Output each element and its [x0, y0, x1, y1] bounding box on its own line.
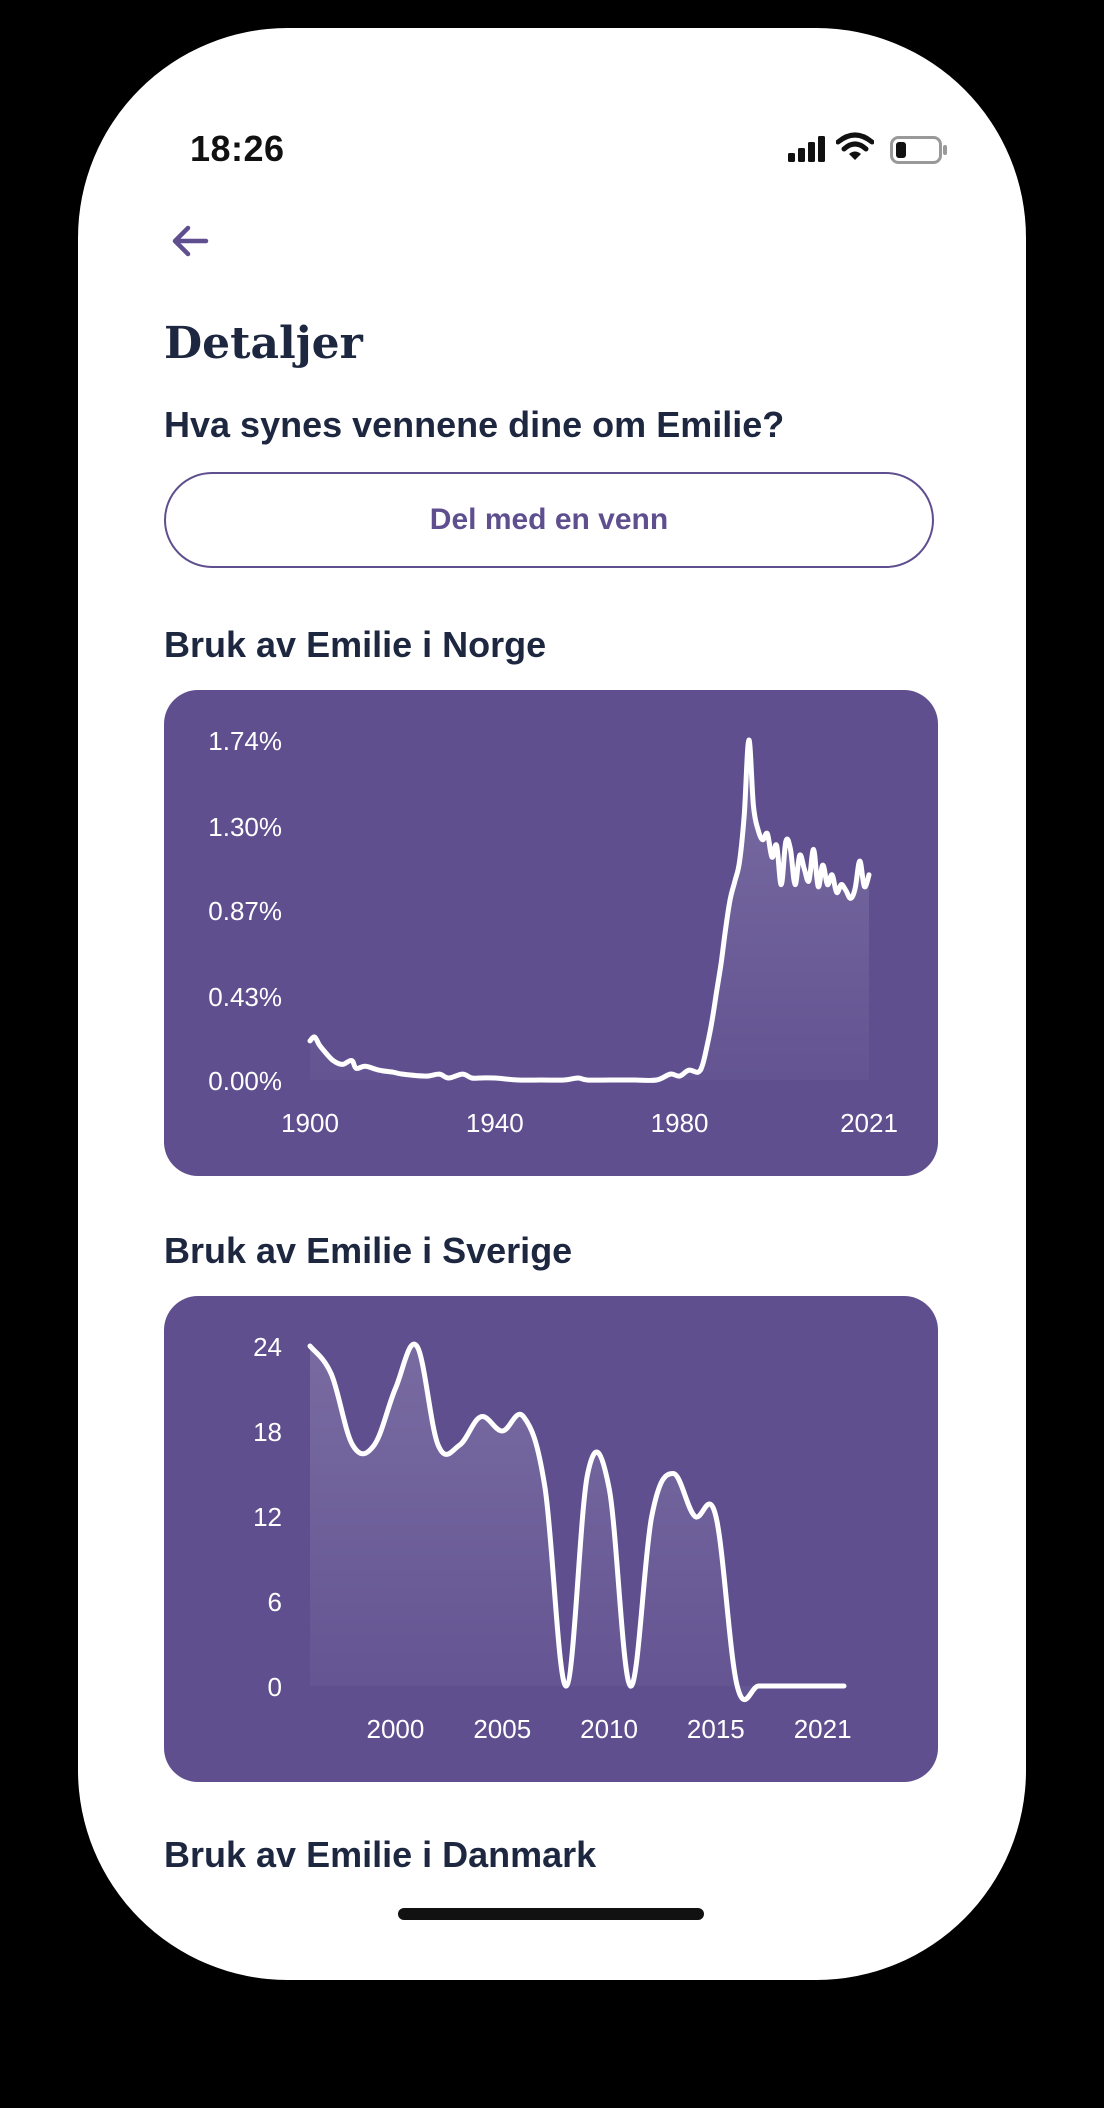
x-tick-label: 1940	[466, 1108, 524, 1138]
series-area	[310, 739, 869, 1081]
y-tick-label: 24	[253, 1332, 282, 1362]
y-tick-label: 18	[253, 1417, 282, 1447]
y-tick-label: 12	[253, 1502, 282, 1532]
x-tick-label: 2005	[473, 1714, 531, 1744]
y-tick-label: 0.00%	[208, 1066, 282, 1096]
home-indicator	[398, 1908, 704, 1920]
page-title: Detaljer	[164, 318, 363, 369]
sweden-usage-chart: 24 18 12 6 0 2000 2005 2010 2015 2021	[253, 1332, 852, 1744]
y-tick-label: 6	[268, 1587, 282, 1617]
cellular-signal-icon	[788, 136, 825, 162]
y-tick-label: 1.30%	[208, 812, 282, 842]
norway-chart-card: 1.74% 1.30% 0.87% 0.43% 0.00% 1900 1940 1980 202…	[164, 690, 938, 1176]
series-line	[307, 1341, 847, 1703]
friends-question-heading: Hva synes vennene dine om Emilie?	[164, 404, 785, 445]
y-tick-label: 1.74%	[208, 726, 282, 756]
x-tick-label: 2015	[687, 1714, 745, 1744]
status-time: 18:26	[190, 128, 285, 169]
phone-screen: 18:26 Detaljer Hva synes vennene dine om…	[78, 28, 1026, 1980]
battery-icon	[890, 136, 947, 164]
x-tick-label: 1980	[651, 1108, 709, 1138]
x-tick-label: 2010	[580, 1714, 638, 1744]
back-arrow-icon[interactable]	[166, 216, 216, 266]
share-with-friend-button[interactable]: Del med en venn	[164, 472, 934, 568]
sweden-usage-heading: Bruk av Emilie i Sverige	[164, 1230, 573, 1271]
y-tick-label: 0.87%	[208, 896, 282, 926]
y-tick-label: 0	[268, 1672, 282, 1702]
x-tick-label: 2021	[840, 1108, 898, 1138]
sweden-chart-card: 24 18 12 6 0 2000 2005 2010 2015 2021	[164, 1296, 938, 1782]
norway-usage-heading: Bruk av Emilie i Norge	[164, 624, 547, 665]
norway-usage-chart: 1.74% 1.30% 0.87% 0.43% 0.00% 1900 1940 1980 202…	[208, 726, 898, 1138]
x-tick-label: 2000	[367, 1714, 425, 1744]
series-area	[310, 1344, 844, 1700]
series-line	[307, 737, 872, 1083]
y-tick-label: 0.43%	[208, 982, 282, 1012]
denmark-usage-heading: Bruk av Emilie i Danmark	[164, 1834, 597, 1875]
wifi-icon	[836, 132, 874, 160]
x-tick-label: 1900	[281, 1108, 339, 1138]
x-tick-label: 2021	[794, 1714, 852, 1744]
